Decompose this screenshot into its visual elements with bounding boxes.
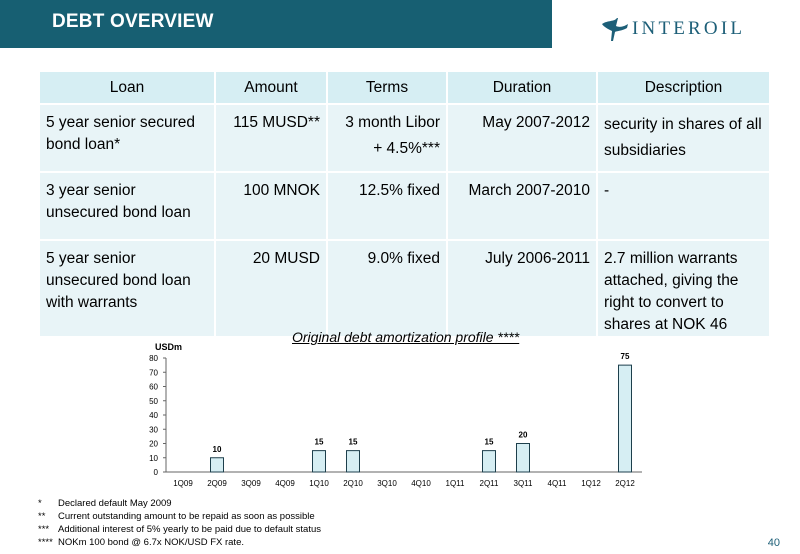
footnote: ** Current outstanding amount to be repai… — [38, 511, 315, 522]
x-tick-label: 1Q12 — [581, 479, 601, 488]
footnote-text: Declared default May 2009 — [58, 498, 172, 509]
amortization-chart: 0 10 20 30 40 50 60 70 80 1Q09 2Q09 10 3Q09 4Q09 1Q10 1… — [149, 352, 642, 488]
loan-cell: 5 year senior unsecured bond loan with w… — [40, 240, 216, 338]
column-header-duration: Duration — [447, 72, 598, 105]
description-cell: - — [597, 172, 769, 241]
footnote-text: Additional interest of 5% yearly to be p… — [58, 524, 321, 535]
terms-line: + 4.5%*** — [373, 140, 440, 157]
x-tick-label: 2Q10 — [343, 479, 363, 488]
y-tick-label: 20 — [149, 440, 158, 449]
column-header-description: Description — [597, 72, 769, 105]
debt-table: Loan Amount Terms Duration Description 5… — [40, 72, 769, 338]
bar — [210, 457, 224, 473]
x-tick-label: 3Q11 — [514, 479, 534, 488]
terms-line: 3 month Libor — [345, 114, 440, 131]
footnote: * Declared default May 2009 — [38, 498, 172, 509]
y-tick-label: 50 — [149, 397, 158, 406]
bar — [516, 443, 530, 473]
page-number: 40 — [767, 537, 780, 549]
data-label: 15 — [485, 438, 494, 447]
y-tick-label: 10 — [149, 454, 158, 463]
footnote: *** Additional interest of 5% yearly to b… — [38, 524, 321, 535]
y-tick-label: 80 — [149, 354, 158, 363]
table-header-row: Loan Amount Terms Duration Description — [40, 72, 769, 105]
table-row: 3 year senior unsecured bond loan 100 MN… — [40, 172, 769, 241]
x-tick-label: 4Q11 — [548, 479, 568, 488]
header-bar: DEBT OVERVIEW — [0, 0, 552, 48]
description-cell: security in shares of all subsidiaries — [597, 104, 769, 173]
footnote: **** NOKm 100 bond @ 6.7x NOK/USD FX rate… — [38, 537, 244, 548]
x-tick-label: 1Q10 — [309, 479, 329, 488]
x-tick-label: 2Q09 — [207, 479, 227, 488]
amount-cell: 20 MUSD — [215, 240, 328, 338]
footnote-mark: * — [38, 498, 42, 509]
bar — [618, 364, 632, 473]
x-tick-label: 4Q10 — [411, 479, 431, 488]
data-label: 75 — [621, 352, 630, 361]
x-tick-label: 4Q09 — [275, 479, 295, 488]
footnote-mark: **** — [38, 537, 53, 548]
terms-cell: 9.0% fixed — [327, 240, 448, 338]
y-tick-label: 60 — [149, 383, 158, 392]
x-tick-label: 3Q10 — [377, 479, 397, 488]
loan-cell: 5 year senior secured bond loan* — [40, 104, 216, 173]
logo-fin-icon — [602, 18, 628, 41]
x-tick-label: 3Q09 — [241, 479, 261, 488]
logo-text: INTEROIL — [632, 18, 746, 39]
company-logo: INTEROIL — [600, 14, 745, 44]
data-label: 20 — [519, 431, 528, 440]
page-title: DEBT OVERVIEW — [52, 11, 214, 32]
terms-cell: 3 month Libor + 4.5%*** — [327, 104, 448, 173]
column-header-loan: Loan — [40, 72, 216, 105]
chart-title: Original debt amortization profile **** — [292, 329, 520, 345]
bar — [346, 450, 360, 473]
y-tick-label: 40 — [149, 411, 158, 420]
duration-cell: July 2006-2011 — [447, 240, 598, 338]
table-row: 5 year senior secured bond loan* 115 MUS… — [40, 104, 769, 173]
data-label: 15 — [349, 438, 358, 447]
x-tick-label: 1Q09 — [173, 479, 193, 488]
y-tick-label: 0 — [154, 468, 159, 477]
terms-cell: 12.5% fixed — [327, 172, 448, 241]
column-header-amount: Amount — [215, 72, 328, 105]
amount-cell: 115 MUSD** — [215, 104, 328, 173]
amount-cell: 100 MNOK — [215, 172, 328, 241]
y-tick-label: 30 — [149, 425, 158, 434]
bar — [312, 450, 326, 473]
y-axis-unit-label: USDm — [155, 342, 183, 352]
footnote-text: Current outstanding amount to be repaid … — [58, 511, 315, 522]
x-tick-label: 1Q11 — [446, 479, 466, 488]
x-tick-label: 2Q12 — [615, 479, 635, 488]
column-header-terms: Terms — [327, 72, 448, 105]
duration-cell: March 2007-2010 — [447, 172, 598, 241]
footnote-text: NOKm 100 bond @ 6.7x NOK/USD FX rate. — [58, 537, 244, 548]
x-tick-label: 2Q11 — [480, 479, 500, 488]
loan-cell: 3 year senior unsecured bond loan — [40, 172, 216, 241]
y-tick-label: 70 — [149, 368, 158, 377]
data-label: 10 — [213, 445, 222, 454]
description-cell: 2.7 million warrants attached, giving th… — [597, 240, 769, 338]
footnote-mark: *** — [38, 524, 50, 535]
footnote-mark: ** — [38, 511, 46, 522]
duration-cell: May 2007-2012 — [447, 104, 598, 173]
table-row: 5 year senior unsecured bond loan with w… — [40, 240, 769, 338]
data-label: 15 — [315, 438, 324, 447]
bar — [482, 450, 496, 473]
